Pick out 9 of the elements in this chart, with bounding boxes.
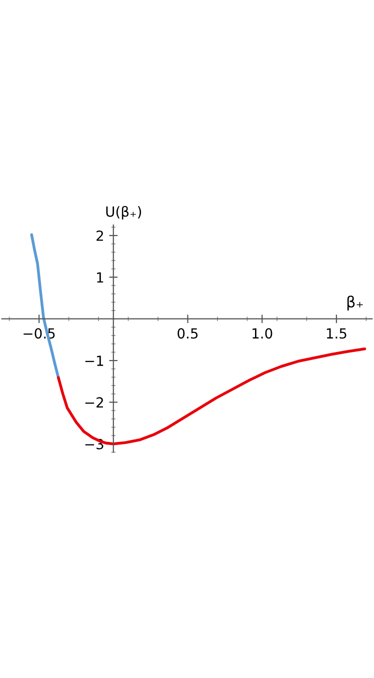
y-tick-label: 2: [96, 230, 103, 241]
x-axis-title: β₊: [347, 296, 363, 311]
x-tick-label: 1.5: [326, 328, 346, 339]
x-tick-label: 0.5: [178, 328, 198, 339]
y-tick-label: 1: [97, 272, 104, 282]
x-tick-label: 1.0: [252, 328, 272, 339]
y-tick-label: −1: [85, 356, 104, 366]
y-axis-title: U(β₊): [106, 206, 142, 220]
y-tick-label: −2: [85, 397, 103, 408]
